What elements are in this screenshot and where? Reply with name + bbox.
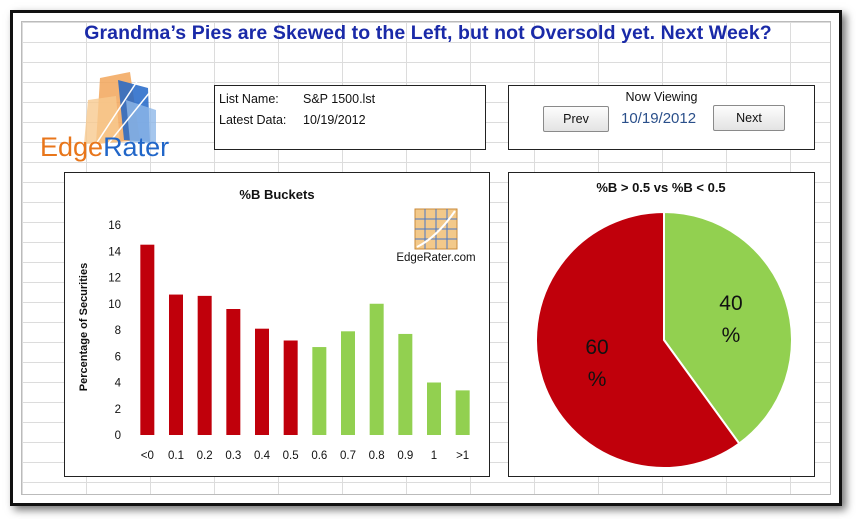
y-tick-label: 4 — [115, 378, 122, 390]
bar-chart-axes: 0 2 4 6 8 10 12 14 16 <0 0.1 0.2 0.3 0.4 0.5 0.6 0.7 0.8 0… — [108, 220, 469, 462]
list-name-value: S&P 1500.lst — [303, 92, 376, 106]
x-tick-label: 0.9 — [397, 450, 413, 462]
bar-0.4 — [255, 328, 269, 435]
x-tick-label: 0.1 — [168, 450, 184, 462]
prev-button[interactable]: Prev — [543, 106, 609, 132]
x-tick-label: 0.7 — [340, 450, 356, 462]
list-name-row: List Name: S&P 1500.lst — [219, 92, 375, 106]
bar-0.7 — [341, 331, 355, 435]
bar-1 — [427, 382, 441, 435]
bar-0.5 — [283, 340, 298, 435]
bar-chart-panel: %B Buckets Percentage of Securities Edge… — [64, 172, 490, 477]
viewing-date: 10/19/2012 — [621, 110, 697, 127]
bar->1 — [455, 390, 470, 435]
pie-chart: %B > 0.5 vs %B < 0.5 40% 60% — [535, 180, 793, 469]
y-tick-label: 2 — [115, 404, 121, 416]
list-name-label: List Name: — [219, 92, 279, 106]
x-tick-label: 0.5 — [283, 450, 299, 462]
logo-wordmark: EdgeRater — [40, 132, 169, 163]
watermark-text: EdgeRater.com — [396, 252, 475, 264]
y-tick-label: 0 — [115, 430, 121, 442]
y-tick-label: 10 — [108, 299, 121, 311]
logo-wordmark-right: Rater — [103, 132, 170, 162]
x-tick-label: 0.3 — [225, 450, 241, 462]
edgerater-logo-icon — [84, 72, 156, 145]
x-tick-label: <0 — [141, 450, 154, 462]
bar-0.8 — [369, 303, 384, 435]
pie-chart-title: %B > 0.5 vs %B < 0.5 — [596, 180, 725, 195]
x-tick-label: 0.6 — [311, 450, 327, 462]
pie-slice-40 — [663, 210, 793, 445]
logo-wordmark-left: Edge — [40, 132, 104, 162]
pie-chart-panel: %B > 0.5 vs %B < 0.5 40% 60% — [508, 172, 815, 477]
bar-0.1 — [169, 294, 183, 435]
edgerater-watermark: EdgeRater.com — [396, 208, 476, 264]
y-axis-label: Percentage of Securities — [78, 263, 90, 391]
x-tick-label: >1 — [456, 450, 469, 462]
bar-<0 — [140, 244, 155, 435]
bar-chart-title: %B Buckets — [239, 187, 314, 202]
bar-0.9 — [398, 333, 413, 435]
latest-data-row: Latest Data: 10/19/2012 — [219, 113, 366, 127]
now-viewing-label: Now Viewing — [625, 90, 698, 104]
bar-0.2 — [197, 295, 212, 435]
list-info-box: List Name: S&P 1500.lst Latest Data: 10/19… — [214, 85, 486, 150]
y-tick-label: 8 — [115, 325, 121, 337]
y-tick-label: 16 — [108, 220, 121, 232]
latest-data-value: 10/19/2012 — [303, 113, 366, 127]
y-tick-label: 14 — [108, 246, 121, 258]
pie-label-percent: % — [722, 324, 741, 347]
x-tick-label: 1 — [431, 450, 437, 462]
pie-label-percent: % — [588, 368, 607, 391]
bar-0.6 — [312, 347, 327, 435]
pie-slice-60 — [535, 210, 741, 469]
pie-label-value: 60 — [585, 336, 608, 359]
y-tick-label: 12 — [108, 273, 121, 285]
bar-chart: %B Buckets Percentage of Securities Edge… — [78, 187, 476, 462]
x-tick-label: 0.8 — [369, 450, 385, 462]
bar-chart-bars — [140, 244, 470, 435]
page-title: Grandma’s Pies are Skewed to the Left, b… — [84, 22, 772, 44]
next-button[interactable]: Next — [713, 105, 785, 131]
y-tick-label: 6 — [115, 351, 121, 363]
pie-label-value: 40 — [719, 292, 742, 315]
pie-chart-slices: 40% 60% — [535, 210, 793, 469]
x-tick-label: 0.2 — [197, 450, 213, 462]
bar-0.3 — [226, 309, 241, 435]
navigation-box: Now Viewing Prev 10/19/2012 Next — [508, 85, 815, 150]
x-tick-label: 0.4 — [254, 450, 271, 462]
latest-data-label: Latest Data: — [219, 113, 287, 127]
